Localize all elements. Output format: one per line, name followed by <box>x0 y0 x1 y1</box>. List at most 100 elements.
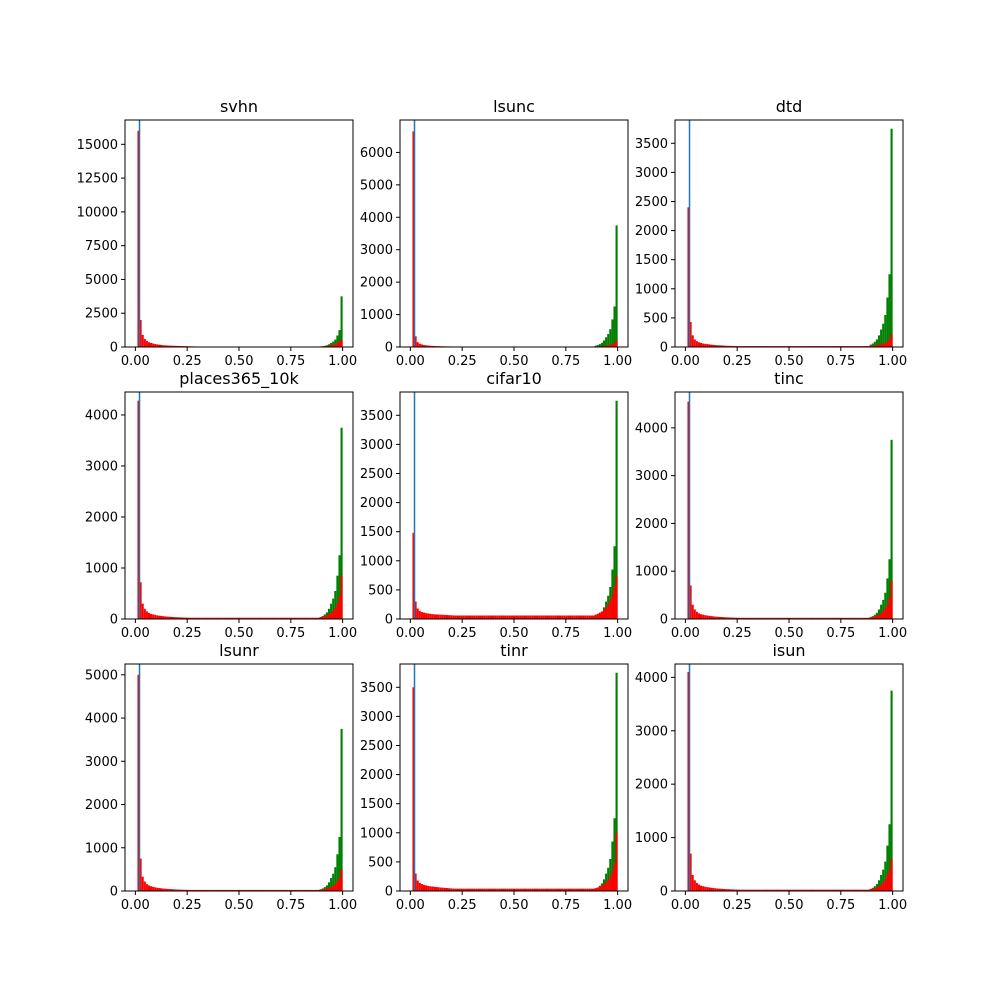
histogram-bar <box>340 427 343 619</box>
histogram-bar <box>198 889 201 891</box>
histogram-bar <box>332 873 335 891</box>
histogram-bar <box>160 344 163 347</box>
histogram-bar <box>706 344 709 347</box>
histogram-bar <box>890 690 893 891</box>
histogram-bar <box>577 615 580 619</box>
histogram-bar <box>443 614 446 619</box>
x-tick-label: 0.00 <box>121 354 150 369</box>
histogram-bar <box>334 607 337 619</box>
histogram-bar <box>607 879 610 891</box>
histogram-bar <box>869 617 872 619</box>
histogram-bar <box>332 341 335 347</box>
histogram-bar <box>137 674 140 891</box>
histogram-bar <box>575 615 578 619</box>
histogram-bar <box>464 888 467 891</box>
histogram-bar <box>441 887 444 891</box>
histogram-bar <box>592 888 595 891</box>
histogram-bar <box>559 615 562 619</box>
histogram-bar <box>448 615 451 619</box>
histogram-bar <box>700 342 703 347</box>
histogram-bar <box>177 345 180 347</box>
histogram-bar <box>810 889 814 891</box>
histogram-bar <box>817 617 820 619</box>
histogram-bar <box>857 889 860 891</box>
histogram-bar <box>254 889 257 891</box>
histogram-bar <box>275 889 278 891</box>
histogram-bar <box>813 617 816 619</box>
histogram-bar <box>143 881 146 891</box>
histogram-bar <box>535 888 539 891</box>
histogram-bar <box>246 617 249 619</box>
panel-grid: 0.00 0.25 0.50 0.75 1.0002500500075001000012… <box>77 97 907 913</box>
x-tick-label: 0.75 <box>551 626 580 641</box>
histogram-bar <box>315 889 318 891</box>
histogram-bar <box>168 889 171 891</box>
histogram-bar <box>594 614 597 619</box>
histogram-bar <box>863 889 866 891</box>
histogram-bar <box>538 615 541 619</box>
histogram-bar <box>693 609 696 619</box>
histogram-bar <box>718 888 721 891</box>
histogram-bar <box>890 858 893 891</box>
y-tick-label: 1000 <box>85 561 118 576</box>
y-tick-label: 0 <box>385 613 393 628</box>
histogram-bar <box>863 617 866 619</box>
histogram-bar <box>884 608 887 619</box>
histogram-bar <box>204 617 207 619</box>
histogram-bar <box>179 345 182 347</box>
histogram-bar <box>584 615 587 619</box>
histogram-bar <box>498 615 501 619</box>
x-tick-label: 0.00 <box>121 898 150 913</box>
histogram-bar <box>452 615 455 619</box>
histogram-bar <box>727 617 730 619</box>
histogram-bar <box>556 888 560 891</box>
histogram-bar <box>325 345 328 347</box>
histogram-bar <box>510 615 513 619</box>
histogram-bar <box>829 617 832 619</box>
histogram-bar <box>746 617 749 619</box>
histogram-bar <box>269 617 272 619</box>
histogram-bar <box>487 615 490 619</box>
histogram-bar <box>783 889 786 891</box>
histogram-bar <box>431 614 434 619</box>
histogram-bar <box>725 889 728 891</box>
histogram-bar <box>886 341 889 347</box>
histogram-bar <box>412 687 415 891</box>
y-tick-label: 0 <box>385 885 393 900</box>
y-tick-label: 1000 <box>360 554 393 569</box>
histogram-bar <box>741 889 744 891</box>
histogram-bar <box>508 615 511 619</box>
histogram-bar <box>779 889 782 891</box>
histogram-bar <box>300 617 303 619</box>
histogram-bar <box>773 617 776 619</box>
histogram-bar <box>859 889 862 891</box>
y-tick-label: 3500 <box>360 681 393 696</box>
histogram-bar <box>573 888 576 891</box>
y-tick-label: 2500 <box>85 307 118 322</box>
histogram-bar <box>429 613 432 619</box>
histogram-bar <box>852 617 855 619</box>
histogram-bar <box>208 617 211 619</box>
histogram-bar <box>735 889 738 891</box>
histogram-bar <box>327 882 331 891</box>
histogram-bar <box>785 617 788 619</box>
histogram-bar <box>794 617 797 619</box>
histogram-bar <box>884 342 887 347</box>
histogram-bar <box>246 889 249 891</box>
histogram-bar <box>145 340 148 347</box>
histogram-bar <box>489 615 493 619</box>
histogram-bar <box>861 617 864 619</box>
y-tick-label: 2000 <box>360 496 393 511</box>
histogram-bar <box>481 888 484 891</box>
histogram-bar <box>425 613 428 619</box>
histogram-bar <box>844 617 847 619</box>
histogram-bar <box>559 888 562 891</box>
histogram-bar <box>170 345 174 347</box>
histogram-bar <box>781 889 784 891</box>
histogram-bar <box>179 889 182 891</box>
histogram-bar <box>716 345 719 347</box>
histogram-bar <box>313 617 316 619</box>
x-tick-label: 0.75 <box>276 898 305 913</box>
histogram-bar <box>790 889 793 891</box>
histogram-bar <box>139 858 142 891</box>
